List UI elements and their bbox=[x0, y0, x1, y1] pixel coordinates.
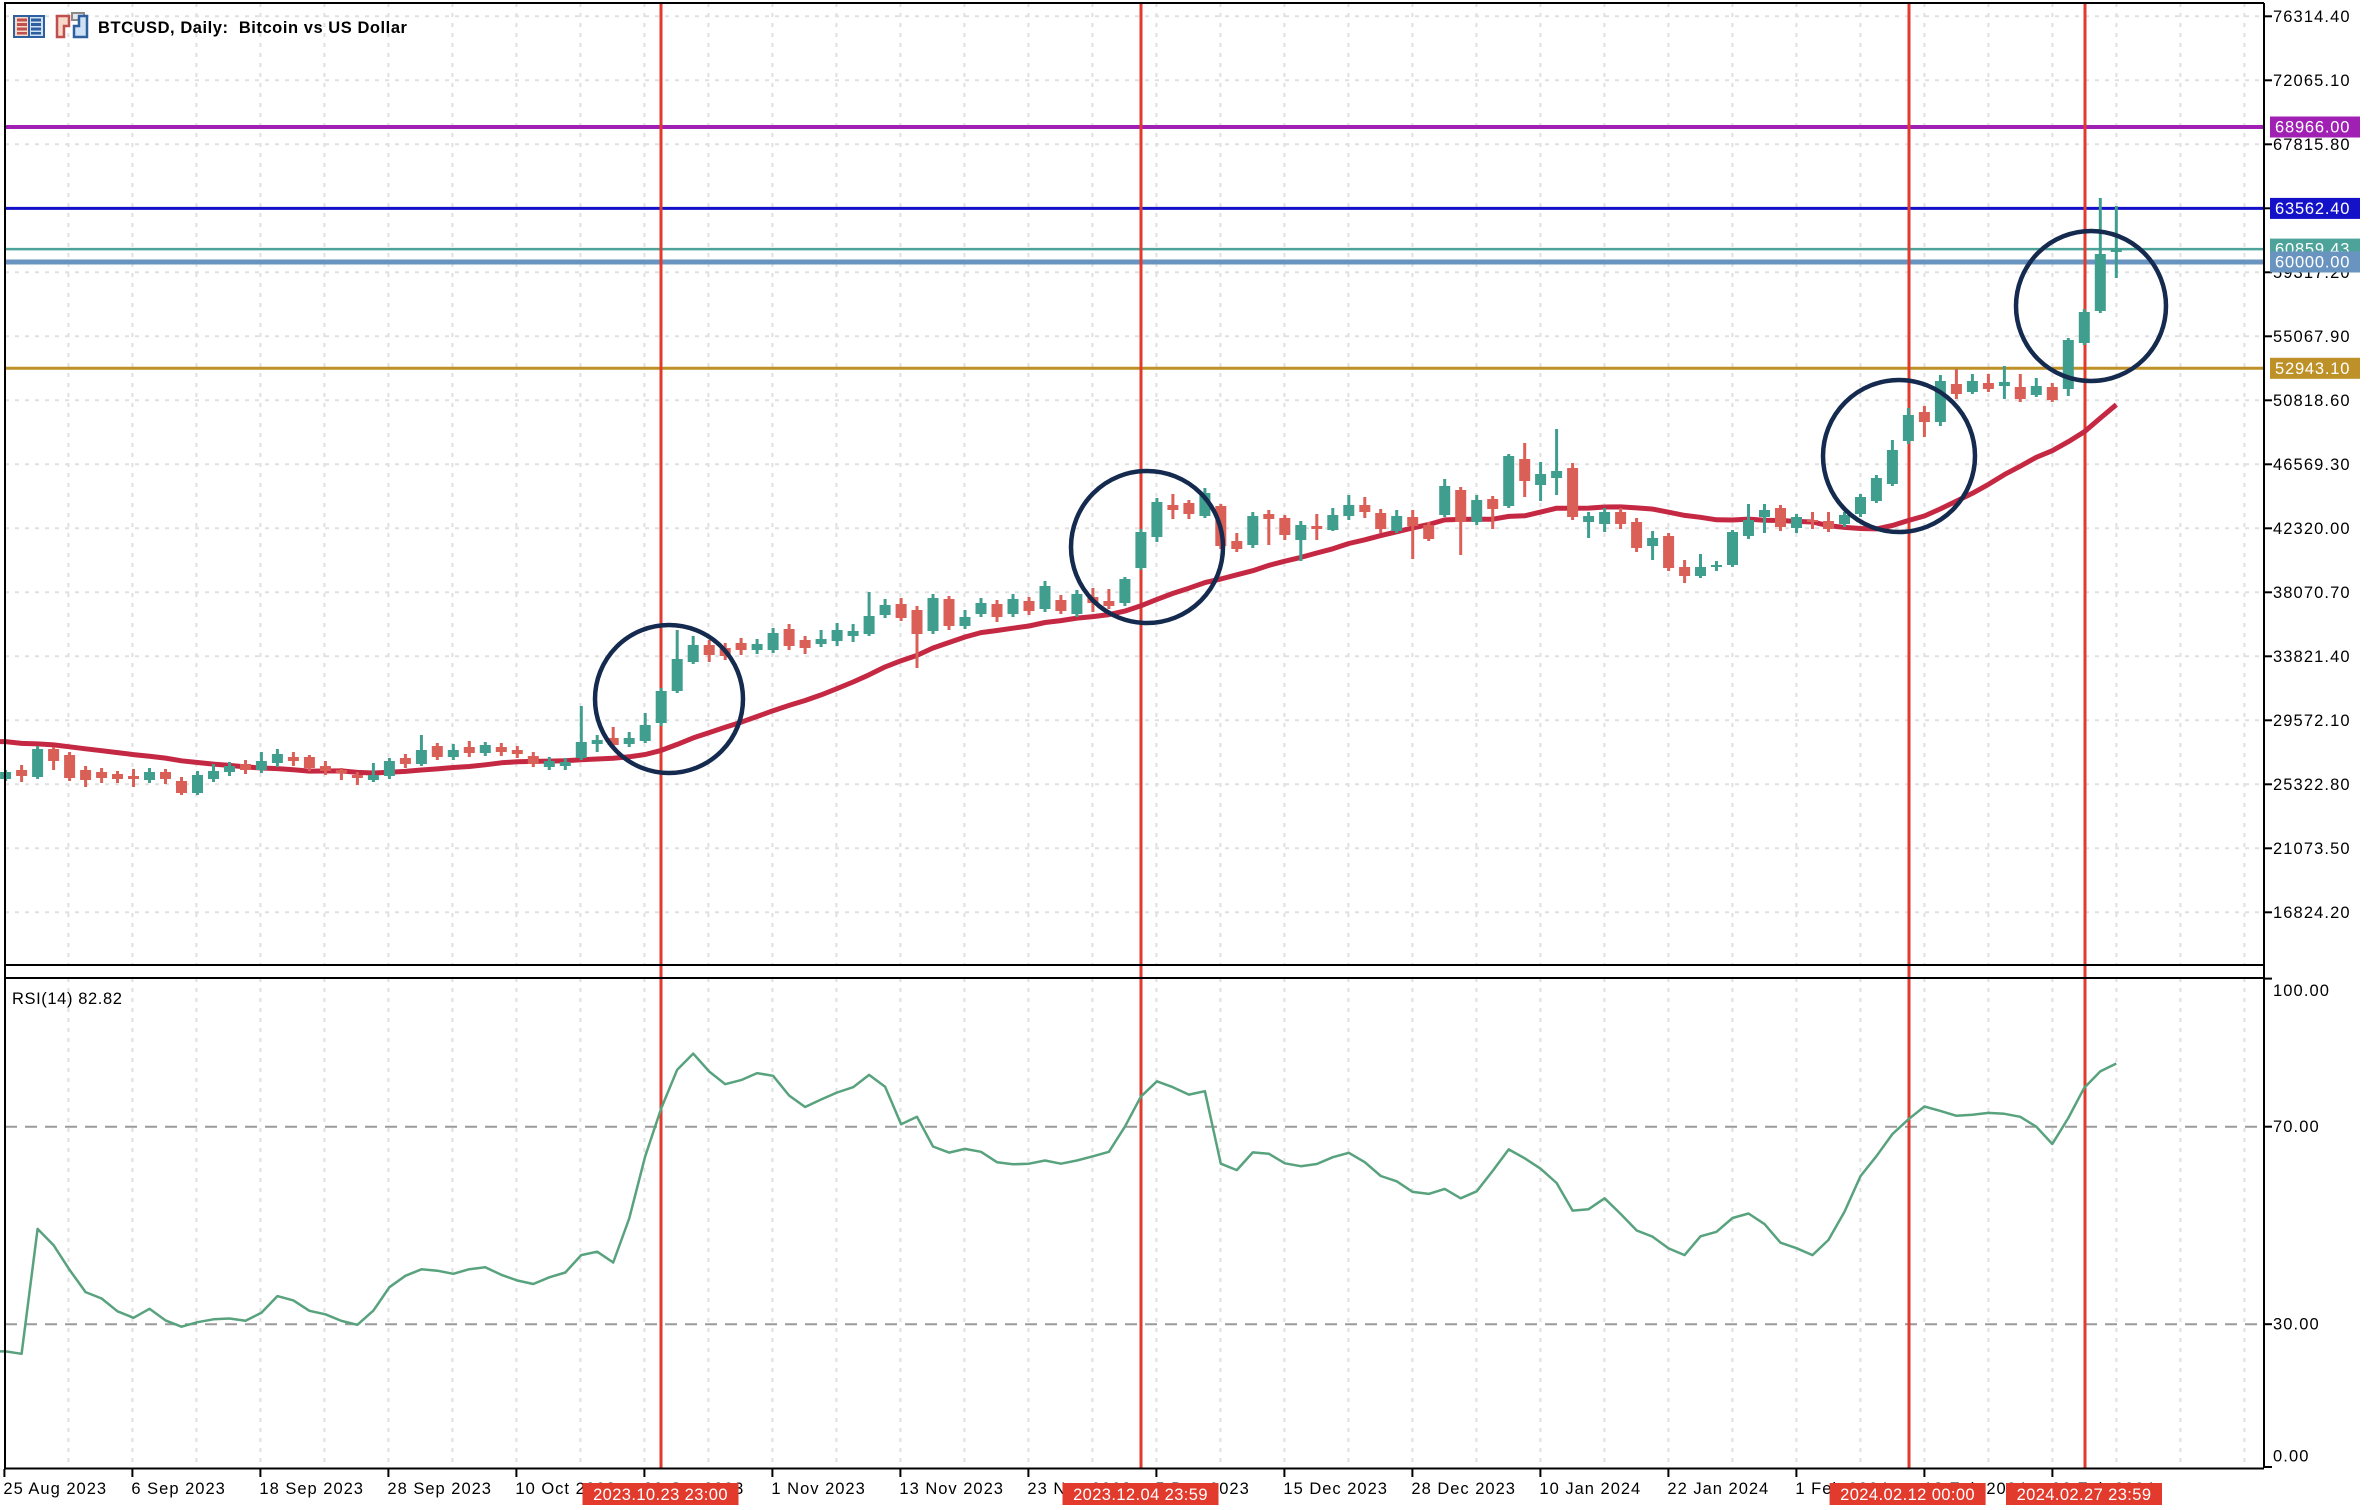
svg-text:15 Dec 2023: 15 Dec 2023 bbox=[1283, 1480, 1388, 1498]
svg-text:52943.10: 52943.10 bbox=[2275, 360, 2350, 378]
svg-text:70.00: 70.00 bbox=[2273, 1118, 2320, 1136]
svg-text:28 Dec 2023: 28 Dec 2023 bbox=[1411, 1480, 1516, 1498]
svg-text:2024.02.27 23:59: 2024.02.27 23:59 bbox=[2017, 1486, 2152, 1504]
svg-text:68966.00: 68966.00 bbox=[2275, 119, 2350, 137]
svg-text:0.00: 0.00 bbox=[2273, 1448, 2310, 1466]
svg-text:100.00: 100.00 bbox=[2273, 982, 2330, 1000]
svg-text:21073.50: 21073.50 bbox=[2273, 840, 2351, 858]
svg-text:28 Sep 2023: 28 Sep 2023 bbox=[387, 1480, 492, 1498]
svg-text:BTCUSD, Daily: Bitcoin vs US: BTCUSD, Daily: Bitcoin vs US Dollar bbox=[98, 19, 408, 37]
svg-text:16824.20: 16824.20 bbox=[2273, 904, 2351, 922]
svg-text:6 Sep 2023: 6 Sep 2023 bbox=[131, 1480, 225, 1498]
svg-text:72065.10: 72065.10 bbox=[2273, 72, 2351, 90]
svg-text:25322.80: 25322.80 bbox=[2273, 776, 2351, 794]
svg-text:10 Jan 2024: 10 Jan 2024 bbox=[1539, 1480, 1641, 1498]
svg-text:2023.12.04 23:59: 2023.12.04 23:59 bbox=[1073, 1486, 1208, 1504]
svg-text:60000.00: 60000.00 bbox=[2275, 254, 2350, 272]
svg-text:76314.40: 76314.40 bbox=[2273, 8, 2351, 26]
svg-text:13 Nov 2023: 13 Nov 2023 bbox=[899, 1480, 1004, 1498]
svg-text:50818.60: 50818.60 bbox=[2273, 392, 2351, 410]
svg-text:33821.40: 33821.40 bbox=[2273, 648, 2351, 666]
svg-text:55067.90: 55067.90 bbox=[2273, 328, 2351, 346]
svg-text:2024.02.12 00:00: 2024.02.12 00:00 bbox=[1840, 1486, 1975, 1504]
svg-text:29572.10: 29572.10 bbox=[2273, 712, 2351, 730]
svg-text:22 Jan 2024: 22 Jan 2024 bbox=[1667, 1480, 1769, 1498]
svg-text:18 Sep 2023: 18 Sep 2023 bbox=[259, 1480, 364, 1498]
svg-text:42320.00: 42320.00 bbox=[2273, 520, 2351, 538]
svg-text:30.00: 30.00 bbox=[2273, 1316, 2320, 1334]
svg-text:67815.80: 67815.80 bbox=[2273, 136, 2351, 154]
svg-text:RSI(14) 82.82: RSI(14) 82.82 bbox=[12, 990, 123, 1008]
svg-text:63562.40: 63562.40 bbox=[2275, 200, 2350, 218]
svg-text:25 Aug 2023: 25 Aug 2023 bbox=[3, 1480, 107, 1498]
svg-text:38070.70: 38070.70 bbox=[2273, 584, 2351, 602]
svg-text:46569.30: 46569.30 bbox=[2273, 456, 2351, 474]
svg-text:2023.10.23 23:00: 2023.10.23 23:00 bbox=[593, 1486, 728, 1504]
svg-text:1 Nov 2023: 1 Nov 2023 bbox=[771, 1480, 865, 1498]
